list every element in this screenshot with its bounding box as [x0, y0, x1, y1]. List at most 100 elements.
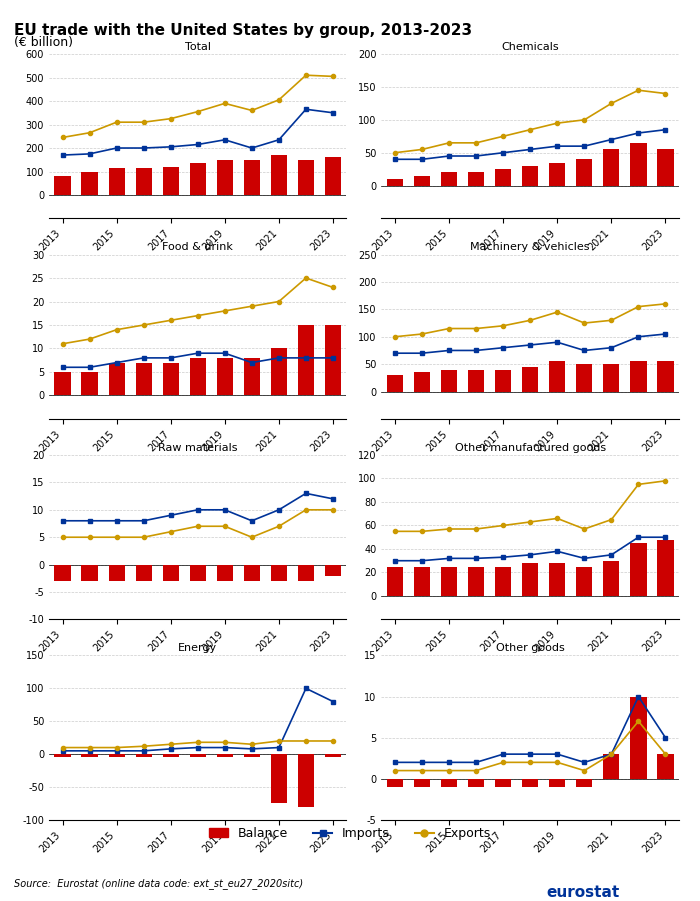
Bar	[603, 560, 620, 596]
Bar	[387, 375, 403, 392]
Bar	[387, 778, 403, 787]
Bar	[298, 325, 314, 396]
Title: Total: Total	[185, 41, 211, 52]
Bar	[550, 563, 566, 596]
Text: EU trade with the United States by group, 2013-2023: EU trade with the United States by group…	[14, 23, 472, 38]
Title: Chemicals: Chemicals	[501, 41, 559, 52]
Bar	[657, 754, 673, 778]
Bar	[550, 778, 566, 787]
Bar	[630, 696, 647, 778]
Title: Other goods: Other goods	[496, 643, 565, 653]
Bar	[244, 565, 260, 581]
Title: Food & drink: Food & drink	[162, 242, 233, 252]
Bar	[441, 369, 457, 392]
Bar	[271, 155, 287, 195]
Bar	[468, 172, 484, 186]
Bar	[495, 369, 511, 392]
Bar	[136, 362, 152, 396]
Bar	[217, 754, 233, 758]
Bar	[325, 325, 341, 396]
Bar	[81, 171, 98, 195]
Bar	[55, 372, 71, 396]
Text: (€ billion): (€ billion)	[14, 36, 73, 49]
Bar	[468, 369, 484, 392]
Bar	[190, 754, 206, 758]
Bar	[630, 361, 647, 392]
Bar	[522, 778, 538, 787]
Bar	[298, 754, 314, 806]
Bar	[576, 364, 592, 392]
Bar	[108, 754, 125, 758]
Bar	[271, 754, 287, 804]
Bar	[550, 361, 566, 392]
Bar	[387, 179, 403, 186]
Text: eurostat: eurostat	[546, 885, 620, 900]
Bar	[190, 358, 206, 396]
Bar	[603, 150, 620, 186]
Bar	[325, 754, 341, 758]
Bar	[576, 778, 592, 787]
Bar	[522, 563, 538, 596]
Bar	[162, 754, 178, 758]
Bar	[162, 565, 178, 581]
Bar	[217, 565, 233, 581]
Bar	[468, 567, 484, 596]
Bar	[522, 367, 538, 392]
Bar	[217, 159, 233, 195]
Bar	[244, 358, 260, 396]
Bar	[298, 159, 314, 195]
Title: Other manufactured goods: Other manufactured goods	[455, 442, 606, 453]
Bar	[81, 754, 98, 758]
Bar	[387, 567, 403, 596]
Bar	[657, 361, 673, 392]
Bar	[81, 565, 98, 581]
Bar	[576, 567, 592, 596]
Bar	[162, 167, 178, 195]
Bar	[108, 362, 125, 396]
Bar	[522, 166, 538, 186]
Bar	[603, 754, 620, 778]
Bar	[162, 362, 178, 396]
Bar	[190, 565, 206, 581]
Bar	[603, 364, 620, 392]
Bar	[108, 565, 125, 581]
Bar	[190, 163, 206, 195]
Bar	[217, 358, 233, 396]
Bar	[414, 778, 430, 787]
Bar	[550, 162, 566, 186]
Bar	[657, 150, 673, 186]
Bar	[244, 754, 260, 758]
Bar	[441, 778, 457, 787]
Bar	[414, 567, 430, 596]
Bar	[414, 372, 430, 392]
Bar	[136, 168, 152, 195]
Bar	[441, 567, 457, 596]
Bar	[468, 778, 484, 787]
Bar	[136, 565, 152, 581]
Bar	[441, 172, 457, 186]
Bar	[630, 543, 647, 596]
Text: Source:  Eurostat (online data code: ext_st_eu27_2020sitc): Source: Eurostat (online data code: ext_…	[14, 878, 303, 889]
Title: Raw materials: Raw materials	[158, 442, 237, 453]
Legend: Balance, Imports, Exports: Balance, Imports, Exports	[204, 823, 496, 845]
Title: Machinery & vehicles: Machinery & vehicles	[470, 242, 590, 252]
Bar	[81, 372, 98, 396]
Bar	[136, 754, 152, 758]
Bar	[657, 540, 673, 596]
Bar	[271, 565, 287, 581]
Bar	[55, 565, 71, 581]
Bar	[298, 565, 314, 581]
Bar	[55, 754, 71, 758]
Bar	[495, 169, 511, 186]
Bar	[576, 159, 592, 186]
Bar	[495, 567, 511, 596]
Bar	[55, 177, 71, 195]
Bar	[630, 143, 647, 186]
Bar	[244, 159, 260, 195]
Bar	[414, 176, 430, 186]
Bar	[325, 565, 341, 576]
Bar	[271, 349, 287, 396]
Bar	[325, 158, 341, 195]
Bar	[108, 168, 125, 195]
Title: Energy: Energy	[178, 643, 217, 653]
